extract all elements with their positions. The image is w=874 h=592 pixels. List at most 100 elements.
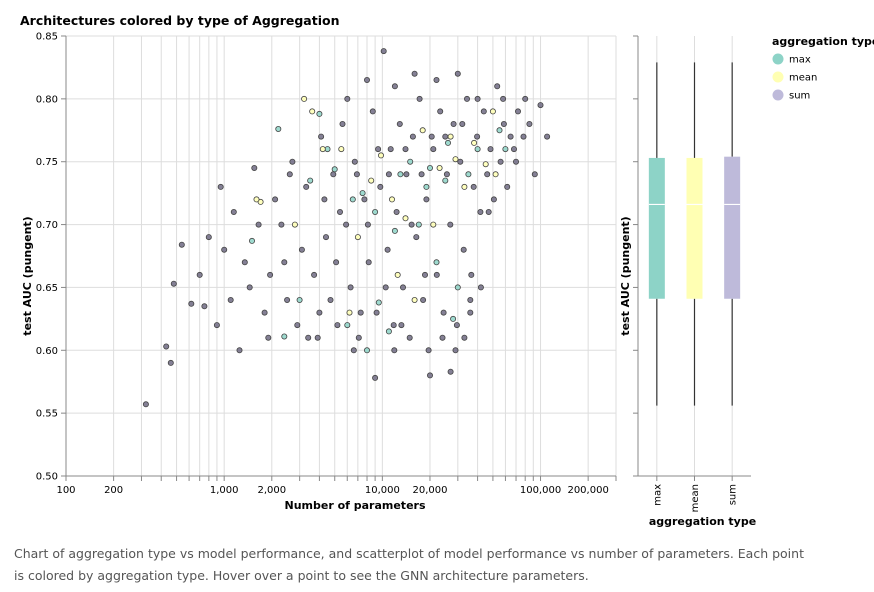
scatter-point-sum[interactable] — [484, 171, 491, 178]
scatter-point-sum[interactable] — [330, 171, 337, 178]
scatter-point-mean[interactable] — [402, 215, 409, 222]
legend-entries[interactable]: max mean sum — [772, 53, 818, 102]
scatter-point-sum[interactable] — [322, 234, 329, 241]
scatter-point-sum[interactable] — [230, 208, 237, 215]
scatter-point-sum[interactable] — [286, 171, 293, 178]
scatter-point-sum[interactable] — [391, 347, 398, 354]
scatter-point-sum[interactable] — [421, 271, 428, 278]
scatter-point-sum[interactable] — [261, 309, 268, 316]
scatter-point-sum[interactable] — [396, 121, 403, 128]
scatter-point-sum[interactable] — [447, 368, 454, 375]
scatter-point-max[interactable] — [465, 171, 472, 178]
scatter-point-max[interactable] — [281, 333, 288, 340]
scatter-point-sum[interactable] — [377, 183, 384, 190]
scatter-point-sum[interactable] — [384, 246, 391, 253]
scatter-point-sum[interactable] — [311, 271, 318, 278]
scatter-point-sum[interactable] — [364, 221, 371, 228]
legend[interactable]: aggregation type max mean sum — [772, 35, 874, 102]
scatter-point-sum[interactable] — [201, 303, 208, 310]
scatter-point-sum[interactable] — [393, 208, 400, 215]
scatter-point-sum[interactable] — [447, 221, 454, 228]
scatter-point-sum[interactable] — [213, 322, 220, 329]
scatter-point-sum[interactable] — [385, 171, 392, 178]
scatter-point-sum[interactable] — [526, 121, 533, 128]
scatter-point-sum[interactable] — [188, 300, 195, 307]
scatter-point-sum[interactable] — [450, 121, 457, 128]
scatter-point-sum[interactable] — [453, 322, 460, 329]
scatter-point-sum[interactable] — [318, 133, 325, 140]
scatter-point-mean[interactable] — [447, 133, 454, 140]
scatter-point-sum[interactable] — [470, 183, 477, 190]
scatter-point-sum[interactable] — [430, 146, 437, 153]
scatter-point-sum[interactable] — [513, 158, 520, 165]
scatter-point-max[interactable] — [375, 299, 382, 306]
scatter-point-sum[interactable] — [490, 196, 497, 203]
scatter-point-sum[interactable] — [321, 196, 328, 203]
scatter-points[interactable] — [142, 48, 551, 408]
scatter-point-sum[interactable] — [336, 208, 343, 215]
scatter-point-max[interactable] — [442, 177, 449, 184]
scatter-point-sum[interactable] — [425, 347, 432, 354]
scatter-point-sum[interactable] — [355, 334, 362, 341]
scatter-point-sum[interactable] — [531, 171, 538, 178]
scatter-point-sum[interactable] — [163, 343, 170, 350]
scatter-point-sum[interactable] — [357, 309, 364, 316]
scatter-point-sum[interactable] — [334, 322, 341, 329]
scatter-point-sum[interactable] — [497, 158, 504, 165]
scatter-point-sum[interactable] — [423, 196, 430, 203]
scatter-point-sum[interactable] — [167, 359, 174, 366]
scatter-point-max[interactable] — [248, 237, 255, 244]
scatter-point-sum[interactable] — [426, 372, 433, 379]
scatter-point-sum[interactable] — [507, 133, 514, 140]
scatter-point-sum[interactable] — [170, 280, 177, 287]
scatter-point-sum[interactable] — [265, 334, 272, 341]
scatter-point-sum[interactable] — [494, 83, 501, 90]
scatter-point-sum[interactable] — [520, 133, 527, 140]
scatter-point-sum[interactable] — [339, 121, 346, 128]
scatter-point-sum[interactable] — [452, 347, 459, 354]
scatter-point-sum[interactable] — [500, 121, 507, 128]
scatter-point-mean[interactable] — [394, 271, 401, 278]
scatter-point-max[interactable] — [316, 110, 323, 117]
scatter-point-sum[interactable] — [477, 284, 484, 291]
scatter-point-sum[interactable] — [369, 108, 376, 115]
legend-swatch-mean[interactable] — [772, 71, 784, 83]
scatter-point-sum[interactable] — [303, 183, 310, 190]
scatter-point-sum[interactable] — [428, 133, 435, 140]
scatter-point-sum[interactable] — [461, 334, 468, 341]
scatter-point-max[interactable] — [307, 177, 314, 184]
scatter-point-sum[interactable] — [439, 334, 446, 341]
scatter-point-sum[interactable] — [353, 171, 360, 178]
scatter-point-sum[interactable] — [468, 271, 475, 278]
scatter-point-sum[interactable] — [333, 259, 340, 266]
scatter-point-sum[interactable] — [474, 95, 481, 102]
scatter-point-sum[interactable] — [196, 271, 203, 278]
scatter-point-sum[interactable] — [442, 133, 449, 140]
scatter-point-sum[interactable] — [515, 108, 522, 115]
scatter-point-sum[interactable] — [413, 234, 420, 241]
scatter-point-sum[interactable] — [278, 221, 285, 228]
box-marks[interactable] — [648, 62, 741, 406]
scatter-point-sum[interactable] — [391, 83, 398, 90]
scatter-point-sum[interactable] — [457, 158, 464, 165]
scatter-point-sum[interactable] — [467, 309, 474, 316]
scatter-point-sum[interactable] — [380, 48, 387, 55]
scatter-point-max[interactable] — [496, 127, 503, 134]
scatter-point-sum[interactable] — [510, 146, 517, 153]
scatter-point-sum[interactable] — [375, 146, 382, 153]
scatter-point-sum[interactable] — [363, 77, 370, 84]
legend-swatch-sum[interactable] — [772, 89, 784, 101]
scatter-point-mean[interactable] — [461, 183, 468, 190]
scatter-point-max[interactable] — [275, 126, 282, 133]
scatter-point-sum[interactable] — [373, 309, 380, 316]
scatter-point-sum[interactable] — [217, 183, 224, 190]
box-mean[interactable] — [686, 157, 703, 299]
scatter-point-sum[interactable] — [390, 322, 397, 329]
scatter-point-sum[interactable] — [406, 334, 413, 341]
scatter-point-mean[interactable] — [346, 309, 353, 316]
legend-swatch-max[interactable] — [772, 53, 784, 65]
scatter-point-sum[interactable] — [241, 259, 248, 266]
scatter-point-sum[interactable] — [480, 108, 487, 115]
scatter-point-mean[interactable] — [354, 234, 361, 241]
scatter-point-max[interactable] — [391, 227, 398, 234]
